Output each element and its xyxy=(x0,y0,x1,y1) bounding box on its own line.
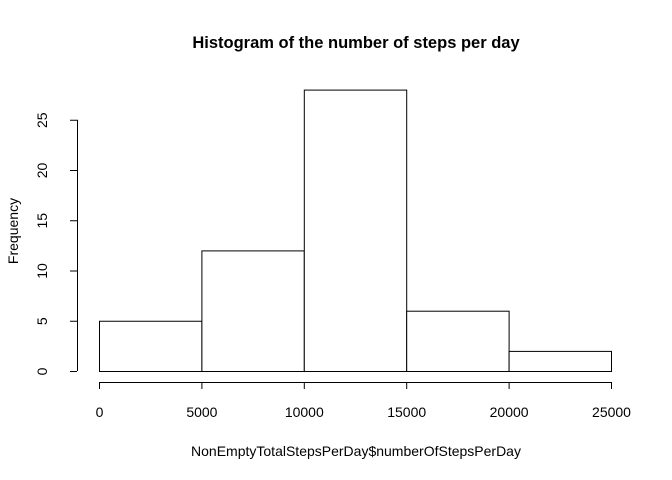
y-tick-label-1: 5 xyxy=(34,317,50,325)
histogram-bar-2 xyxy=(303,89,408,372)
x-axis: 0 5000 10000 15000 20000 25000 xyxy=(96,382,631,420)
y-tick-label-2: 10 xyxy=(34,263,50,279)
x-tick-label-5: 25000 xyxy=(592,404,631,420)
x-tick-label-4: 20000 xyxy=(490,404,529,420)
y-tick-label-4: 20 xyxy=(34,163,50,179)
chart-title: Histogram of the number of steps per day xyxy=(192,34,520,52)
histogram-bar-0 xyxy=(99,320,203,372)
histogram-bars xyxy=(99,89,613,373)
x-tick-label-0: 0 xyxy=(96,404,104,420)
x-tick-label-2: 10000 xyxy=(285,404,324,420)
x-tick-label-1: 5000 xyxy=(186,404,217,420)
y-tick-label-3: 15 xyxy=(34,213,50,229)
y-axis-label: Frequency xyxy=(5,198,21,264)
y-tick-label-0: 0 xyxy=(34,367,50,375)
y-axis: 0 5 10 15 20 25 xyxy=(34,112,78,375)
x-axis-label: NonEmptyTotalStepsPerDay$numberOfStepsPe… xyxy=(191,443,521,459)
x-tick-label-3: 15000 xyxy=(387,404,426,420)
histogram-bar-1 xyxy=(201,250,305,372)
histogram-bar-4 xyxy=(508,350,613,372)
histogram-bar-3 xyxy=(406,310,510,373)
y-tick-label-5: 25 xyxy=(34,112,50,128)
